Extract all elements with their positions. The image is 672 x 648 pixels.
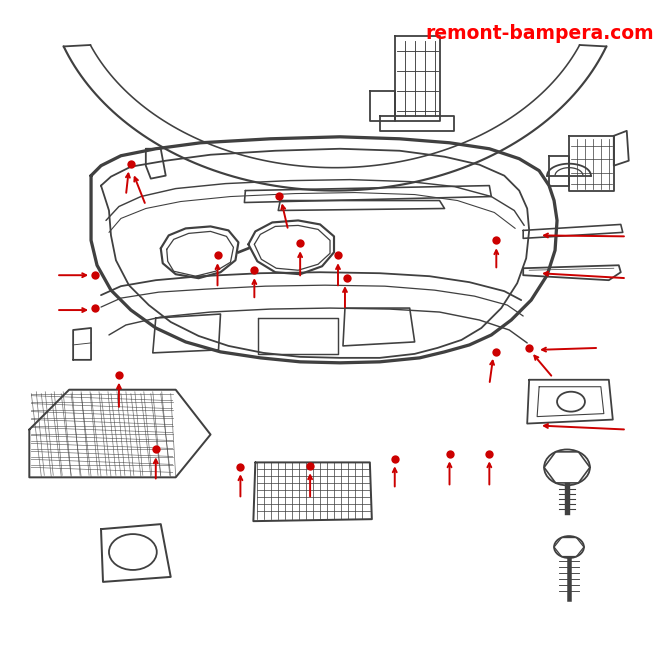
Text: remont-bampera.com: remont-bampera.com xyxy=(425,24,654,43)
